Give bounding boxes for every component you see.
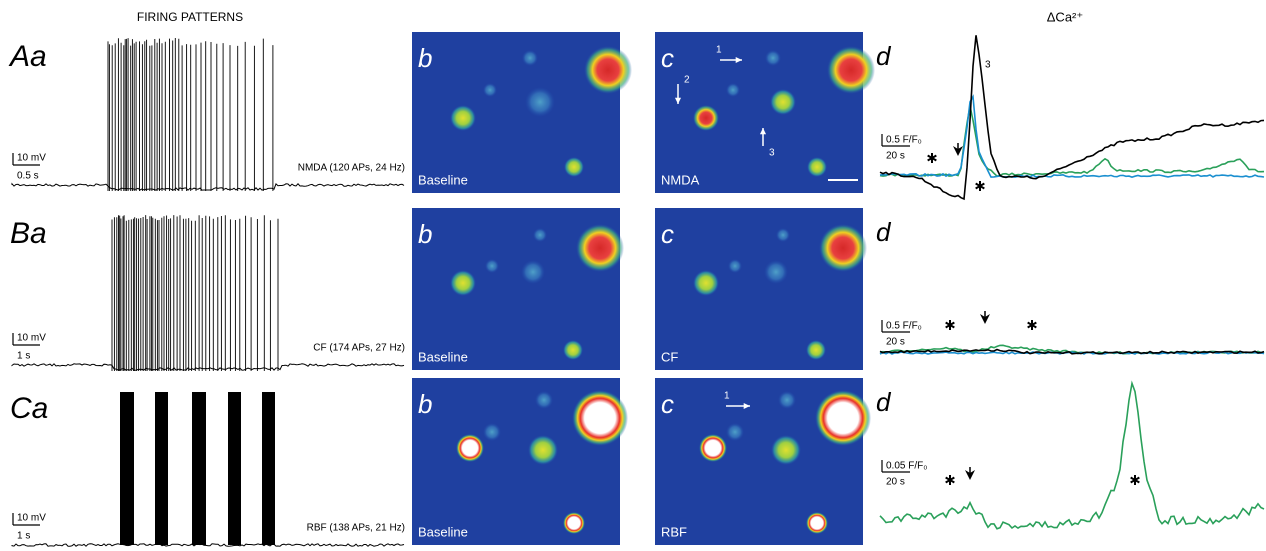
row-label: Ba bbox=[10, 217, 47, 250]
cell bbox=[771, 435, 801, 465]
burst bbox=[120, 392, 134, 545]
amplitude-scale: 0.5 F/F₀ bbox=[886, 135, 922, 146]
cell bbox=[485, 259, 499, 273]
burst bbox=[262, 392, 275, 545]
cell bbox=[521, 260, 545, 284]
cell bbox=[807, 157, 827, 177]
cell bbox=[522, 50, 538, 66]
cell bbox=[572, 390, 628, 446]
time-scale: 0.5 s bbox=[17, 171, 39, 182]
figure: FIRING PATTERNS ΔCa²⁺ Aa 10 mV 0.5 s NMDA (… bbox=[0, 0, 1266, 551]
panel-letter: d bbox=[876, 217, 892, 247]
cell bbox=[728, 259, 742, 273]
cell bbox=[483, 83, 497, 97]
left-title: FIRING PATTERNS bbox=[137, 10, 243, 24]
cell bbox=[699, 434, 727, 462]
panel-letter: c bbox=[661, 389, 674, 419]
cell bbox=[776, 228, 790, 242]
burst bbox=[192, 392, 206, 545]
cell bbox=[778, 391, 796, 409]
cell bbox=[576, 224, 624, 272]
row-label: Ca bbox=[10, 392, 48, 425]
cell bbox=[815, 390, 871, 446]
membrane-trace bbox=[12, 184, 404, 190]
amplitude-scale: 0.5 F/F₀ bbox=[886, 321, 922, 332]
cell bbox=[806, 512, 828, 534]
membrane-trace bbox=[12, 544, 404, 546]
cell-marker: 1 bbox=[724, 391, 730, 402]
panel-letter: d bbox=[876, 387, 892, 417]
membrane-trace bbox=[12, 364, 404, 370]
cell-marker: 1 bbox=[716, 45, 722, 56]
cell bbox=[806, 340, 826, 360]
right-title: ΔCa²⁺ bbox=[1047, 9, 1084, 24]
panel-letter: b bbox=[418, 43, 432, 73]
trace-label: 3 bbox=[985, 60, 991, 71]
time-scale: 20 s bbox=[886, 337, 905, 348]
cell bbox=[770, 89, 796, 115]
cell bbox=[819, 224, 867, 272]
panel-letter: b bbox=[418, 389, 432, 419]
image-caption: Baseline bbox=[418, 349, 468, 364]
cell bbox=[533, 228, 547, 242]
cell bbox=[525, 87, 555, 117]
image-caption: Baseline bbox=[418, 524, 468, 539]
panel-letter: d bbox=[876, 41, 892, 71]
cell bbox=[693, 105, 719, 131]
spikes bbox=[112, 215, 278, 371]
page: FIRING PATTERNS ΔCa²⁺ Aa 10 mV 0.5 s NMDA (… bbox=[0, 0, 1266, 551]
spikes bbox=[108, 38, 273, 191]
cell bbox=[693, 270, 719, 296]
image-caption: RBF bbox=[661, 524, 687, 539]
cell bbox=[726, 423, 744, 441]
cell bbox=[584, 46, 632, 94]
cell-marker: 2 bbox=[684, 75, 690, 86]
panel-letter: c bbox=[661, 219, 674, 249]
cell bbox=[726, 83, 740, 97]
calcium-trace bbox=[880, 97, 1264, 178]
cell bbox=[456, 434, 484, 462]
panel-letter: b bbox=[418, 219, 432, 249]
cell bbox=[563, 340, 583, 360]
cell bbox=[450, 270, 476, 296]
panel-letter: c bbox=[661, 43, 674, 73]
cell bbox=[528, 435, 558, 465]
voltage-scale: 10 mV bbox=[17, 153, 46, 164]
cell bbox=[563, 512, 585, 534]
firing-annotation: RBF (138 APs, 21 Hz) bbox=[307, 523, 405, 534]
calcium-trace bbox=[880, 106, 1264, 176]
time-scale: 1 s bbox=[17, 531, 30, 542]
cell bbox=[450, 105, 476, 131]
voltage-scale: 10 mV bbox=[17, 513, 46, 524]
image-caption: Baseline bbox=[418, 172, 468, 187]
amplitude-scale: 0.05 F/F₀ bbox=[886, 461, 927, 472]
image-caption: CF bbox=[661, 349, 678, 364]
cell bbox=[535, 391, 553, 409]
cell bbox=[483, 423, 501, 441]
cell bbox=[764, 260, 788, 284]
burst bbox=[155, 392, 168, 545]
row-label: Aa bbox=[8, 40, 47, 73]
cell-marker: 3 bbox=[769, 148, 775, 159]
time-scale: 20 s bbox=[886, 151, 905, 162]
time-scale: 20 s bbox=[886, 477, 905, 488]
calcium-trace bbox=[880, 383, 1264, 528]
cell bbox=[827, 46, 875, 94]
image-caption: NMDA bbox=[661, 172, 700, 187]
cell bbox=[564, 157, 584, 177]
burst bbox=[228, 392, 241, 545]
voltage-scale: 10 mV bbox=[17, 333, 46, 344]
time-scale: 1 s bbox=[17, 351, 30, 362]
cell bbox=[765, 50, 781, 66]
firing-annotation: CF (174 APs, 27 Hz) bbox=[313, 343, 405, 354]
firing-annotation: NMDA (120 APs, 24 Hz) bbox=[298, 163, 405, 174]
